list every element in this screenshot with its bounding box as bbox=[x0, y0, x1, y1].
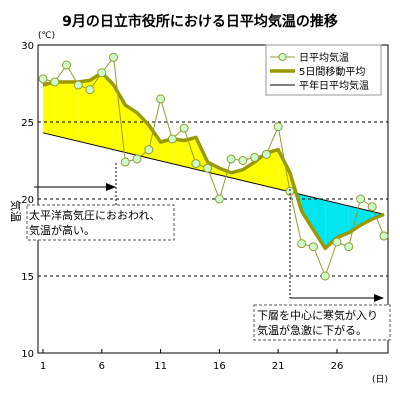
x-ticks: 1 6 11 16 21 26 bbox=[40, 349, 344, 372]
x-tick-label: 26 bbox=[331, 361, 344, 372]
series-daily-points bbox=[38, 52, 389, 281]
annotation-arrow-2 bbox=[289, 189, 384, 302]
deviation-fill bbox=[160, 138, 173, 164]
deviation-fill bbox=[172, 138, 185, 167]
y-tick-label: 20 bbox=[21, 195, 34, 206]
data-point bbox=[238, 156, 248, 165]
legend-label: 平年日平均気温 bbox=[299, 79, 369, 92]
data-point bbox=[38, 74, 48, 84]
data-point bbox=[285, 186, 295, 196]
deviation-fill bbox=[125, 105, 138, 156]
data-point bbox=[250, 152, 260, 162]
data-point bbox=[85, 85, 95, 95]
series-normal-line bbox=[42, 132, 385, 215]
data-point bbox=[167, 134, 177, 144]
data-point bbox=[62, 60, 72, 70]
data-point bbox=[179, 123, 189, 133]
data-point bbox=[297, 239, 307, 249]
y-tick-label: 30 bbox=[21, 41, 34, 52]
deviation-fill bbox=[66, 81, 79, 142]
data-point bbox=[308, 242, 318, 252]
annotation-text: 気温が高い。 bbox=[29, 223, 95, 237]
y-tick-label: 10 bbox=[21, 349, 34, 360]
data-point bbox=[109, 52, 119, 62]
data-point bbox=[132, 154, 142, 164]
data-point bbox=[156, 94, 166, 104]
deviation-fill bbox=[101, 72, 114, 150]
data-point bbox=[191, 159, 201, 169]
annotation-text: 太平洋高気圧におおわれ、 bbox=[29, 208, 161, 222]
deviation-fill bbox=[266, 149, 279, 190]
deviation-fill bbox=[90, 72, 102, 147]
data-point bbox=[332, 237, 342, 247]
deviation-fill bbox=[360, 208, 373, 226]
x-tick-label: 6 bbox=[99, 361, 105, 372]
data-point bbox=[320, 271, 330, 281]
data-point bbox=[226, 154, 236, 164]
x-tick-label: 21 bbox=[272, 361, 285, 372]
legend: 日平均気温 5日間移動平均 平年日平均気温 bbox=[265, 44, 382, 96]
deviation-fill bbox=[278, 149, 290, 192]
legend-marker bbox=[278, 53, 287, 61]
x-unit-label: (日) bbox=[372, 374, 388, 385]
data-point bbox=[261, 149, 271, 159]
legend-item-normal: 平年日平均気温 bbox=[270, 79, 369, 92]
y-unit-label: (℃) bbox=[38, 31, 55, 41]
legend-item-moving-average: 5日間移動平均 bbox=[270, 65, 365, 78]
y-ticks: 10 15 20 25 30 bbox=[21, 41, 34, 360]
y-tick-label: 25 bbox=[21, 118, 34, 129]
data-point bbox=[344, 242, 354, 252]
annotation-box-2: 下層を中心に寒気が入り 気温が急激に下がる。 bbox=[253, 304, 391, 341]
deviation-fill bbox=[43, 81, 55, 136]
data-point bbox=[355, 194, 365, 204]
data-point bbox=[73, 80, 83, 90]
legend-label: 日平均気温 bbox=[299, 51, 349, 64]
deviation-fill bbox=[313, 197, 326, 249]
legend-item-daily: 日平均気温 bbox=[270, 51, 349, 64]
legend-label: 5日間移動平均 bbox=[299, 65, 365, 78]
deviation-fill bbox=[301, 194, 314, 230]
annotation-arrow-1 bbox=[34, 163, 117, 205]
data-point bbox=[367, 202, 377, 212]
x-tick-label: 11 bbox=[154, 361, 167, 372]
grid bbox=[38, 121, 388, 277]
x-tick-label: 16 bbox=[213, 361, 226, 372]
x-tick-label: 1 bbox=[40, 361, 46, 372]
data-point bbox=[144, 145, 154, 155]
annotation-box-1: 太平洋高気圧におおわれ、 気温が高い。 bbox=[26, 204, 175, 241]
data-point bbox=[214, 194, 224, 204]
y-tick-label: 15 bbox=[21, 272, 34, 283]
annotation-text: 下層を中心に寒気が入り bbox=[257, 308, 378, 322]
data-point bbox=[273, 122, 283, 132]
deviation-fill bbox=[242, 162, 255, 184]
y-axis-label: 気温 bbox=[9, 200, 23, 222]
data-point bbox=[120, 157, 130, 167]
deviation-fill bbox=[336, 203, 349, 238]
data-point bbox=[379, 231, 389, 241]
chart-title: 9月の日立市役所における日平均気温の推移 bbox=[62, 13, 338, 30]
deviation-fill bbox=[54, 81, 67, 139]
deviation-fill bbox=[325, 200, 337, 249]
data-point bbox=[50, 77, 60, 87]
data-point bbox=[97, 68, 107, 78]
annotation-text: 気温が急激に下がる。 bbox=[257, 323, 367, 337]
deviation-fill bbox=[78, 80, 91, 145]
data-point bbox=[203, 163, 213, 173]
